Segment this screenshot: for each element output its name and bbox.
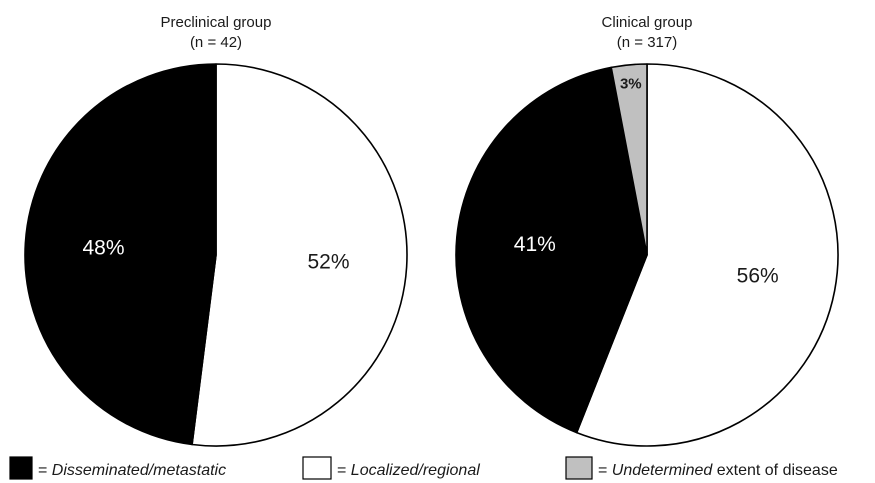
clinical-title: Clinical group bbox=[602, 14, 693, 31]
clinical-sample-size: (n = 317) bbox=[617, 34, 677, 51]
legend-label-undetermined: = Undetermined extent of disease bbox=[598, 462, 838, 479]
clinical-pie-chart: Clinical group (n = 317) 56% 41% 3% bbox=[455, 14, 839, 447]
legend-swatch-disseminated bbox=[9, 456, 33, 480]
legend-item-localized: = Localized/regional bbox=[302, 456, 480, 480]
legend-item-disseminated: = Disseminated/metastatic bbox=[9, 456, 226, 480]
legend: = Disseminated/metastatic = Localized/re… bbox=[9, 456, 838, 480]
preclinical-title: Preclinical group bbox=[161, 14, 272, 31]
legend-item-undetermined: = Undetermined extent of disease bbox=[565, 456, 838, 480]
legend-swatch-undetermined bbox=[565, 456, 593, 480]
slice-label-undetermined: 3% bbox=[620, 75, 642, 92]
preclinical-slices: 52% 48% bbox=[24, 63, 408, 447]
pie-slice-undetermined bbox=[610, 63, 648, 256]
slice-label-disseminated: 48% bbox=[82, 236, 124, 259]
legend-label-disseminated: = Disseminated/metastatic bbox=[38, 462, 226, 479]
preclinical-sample-size: (n = 42) bbox=[190, 34, 242, 51]
legend-swatch-localized bbox=[302, 456, 332, 480]
slice-label-localized: 56% bbox=[737, 265, 779, 288]
slice-label-disseminated: 41% bbox=[514, 233, 556, 256]
legend-label-localized: = Localized/regional bbox=[337, 462, 480, 479]
pie-slice-localized bbox=[191, 63, 408, 447]
pie-slice-localized bbox=[575, 63, 839, 447]
preclinical-pie-chart: Preclinical group (n = 42) 52% 48% bbox=[24, 14, 408, 447]
pie-slice-disseminated bbox=[455, 66, 648, 434]
slice-label-localized: 52% bbox=[307, 251, 349, 274]
pie-slice-disseminated bbox=[24, 63, 217, 446]
clinical-slices: 56% 41% 3% bbox=[455, 63, 839, 447]
